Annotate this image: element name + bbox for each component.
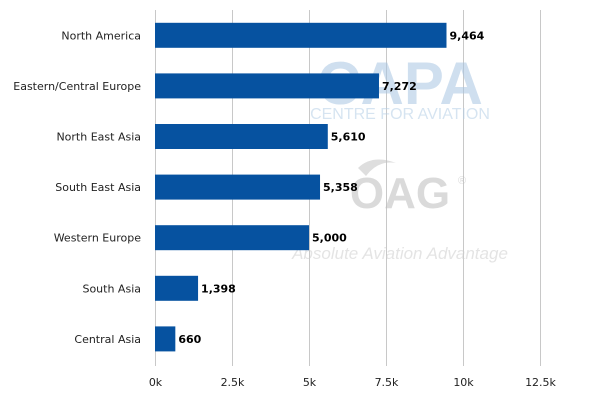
- oag-logo: OAG: [350, 169, 450, 218]
- bar: [155, 22, 447, 48]
- x-axis-tick-labels: 0k 2.5k 5k 7.5k 10k 12.5k: [149, 376, 557, 389]
- category-label: North East Asia: [56, 131, 141, 144]
- category-label: North America: [61, 29, 141, 42]
- category-labels: North America Eastern/Central Europe North…: [13, 29, 141, 346]
- watermark: CAPA CENTRE FOR AVIATION OAG ® Absolute …: [291, 50, 508, 263]
- x-tick-label: 12.5k: [525, 376, 556, 389]
- bar: [155, 174, 321, 200]
- value-label: 7,272: [382, 80, 417, 93]
- value-labels: 9,464 7,272 5,610 5,358 5,000 1,398 660: [178, 29, 484, 346]
- bar: [155, 124, 328, 149]
- oag-registered-mark: ®: [458, 175, 466, 187]
- bar: [155, 73, 379, 99]
- oag-tagline: Absolute Aviation Advantage: [291, 244, 508, 263]
- bar: [155, 275, 199, 301]
- value-label: 660: [178, 333, 201, 346]
- capa-text: CENTRE FOR AVIATION: [310, 106, 490, 123]
- category-label: Western Europe: [54, 232, 142, 245]
- x-tick-label: 10k: [453, 376, 474, 389]
- category-label: Central Asia: [74, 333, 141, 346]
- x-tick-label: 5k: [303, 376, 317, 389]
- value-label: 5,610: [331, 131, 366, 144]
- bar: [155, 326, 176, 352]
- x-tick-label: 7.5k: [375, 376, 399, 389]
- value-label: 1,398: [201, 282, 236, 295]
- value-label: 9,464: [449, 29, 484, 42]
- category-label: South Asia: [82, 282, 141, 295]
- oag-logo-swoosh: [358, 159, 396, 176]
- bar: [155, 225, 309, 251]
- x-tick-label: 0k: [149, 376, 163, 389]
- x-tick-label: 2.5k: [221, 376, 245, 389]
- category-label: South East Asia: [55, 181, 141, 194]
- bars: [155, 22, 447, 352]
- value-label: 5,000: [312, 232, 347, 245]
- value-label: 5,358: [323, 181, 358, 194]
- category-label: Eastern/Central Europe: [13, 80, 141, 93]
